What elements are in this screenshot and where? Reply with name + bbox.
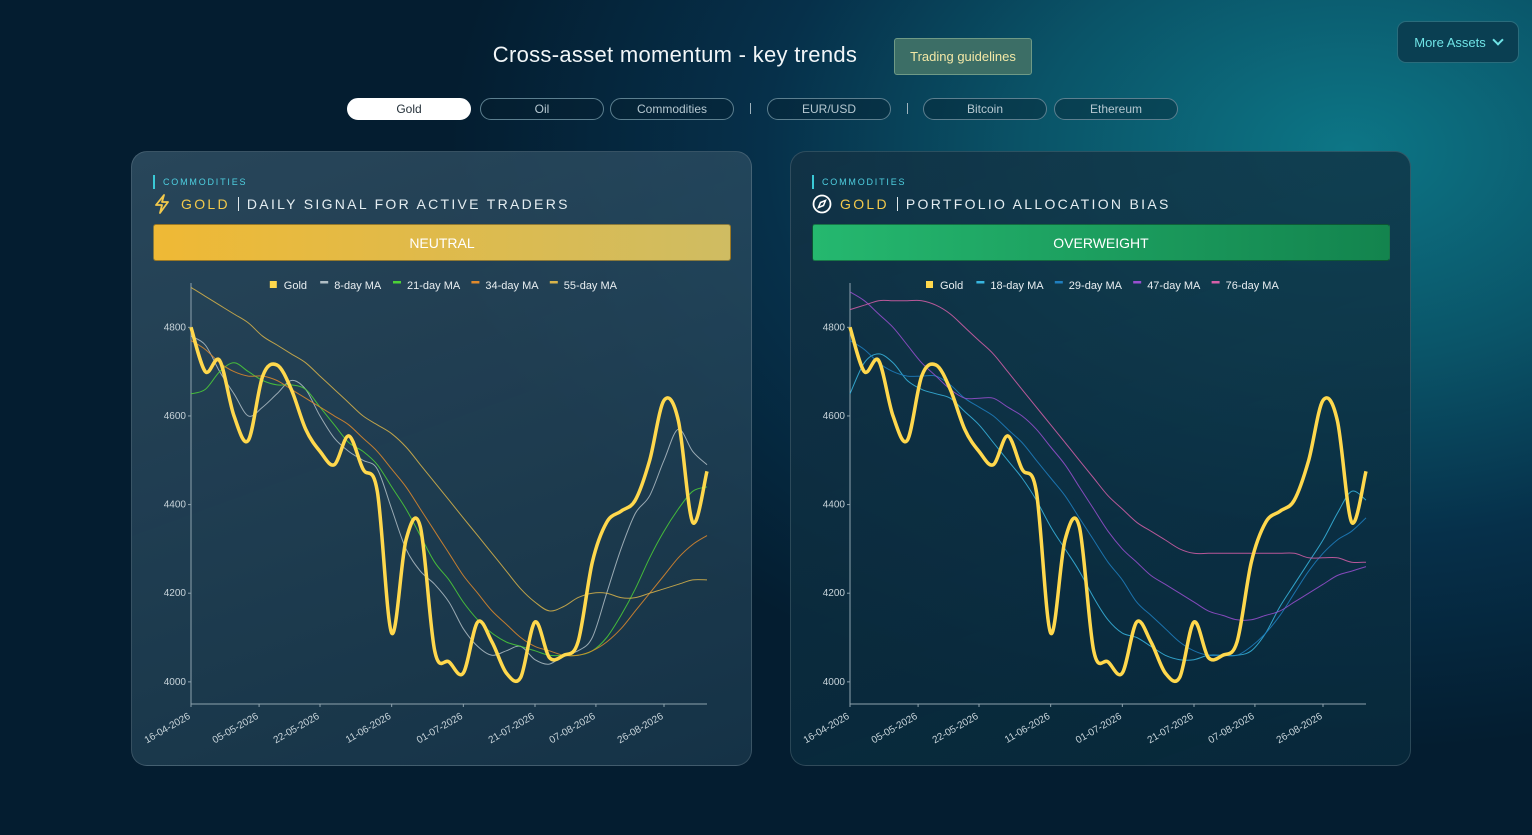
legend-label: 21-day MA	[407, 280, 461, 292]
y-tick-label: 4600	[823, 411, 846, 422]
chart: 4000 4200 4400 4600 4800 16-04-2026 05-05-2026…	[802, 280, 1368, 746]
legend-swatch	[1133, 281, 1142, 284]
legend-swatch	[320, 281, 329, 284]
asset-name: GOLD	[840, 196, 889, 212]
ma-line	[849, 340, 1367, 657]
heading-text: DAILY SIGNAL FOR ACTIVE TRADERS	[246, 196, 570, 212]
chart: 4000 4200 4400 4600 4800 16-04-2026 05-05-2026…	[143, 280, 709, 746]
legend-label: 55-day MA	[564, 280, 618, 292]
more-assets-label: More Assets	[1414, 34, 1486, 50]
x-tick-label: 01-07-2026	[415, 711, 465, 746]
legend-label: 76-day MA	[1226, 280, 1280, 292]
legend-label: Gold	[940, 280, 963, 292]
y-tick-label: 4200	[823, 588, 846, 599]
x-tick-label: 07-08-2026	[1207, 711, 1257, 746]
legend-label: 34-day MA	[485, 280, 539, 292]
x-tick-label: 01-07-2026	[1074, 711, 1124, 746]
signal-bar: OVERWEIGHT	[812, 224, 1390, 261]
price-line	[189, 326, 709, 684]
ma-line	[849, 353, 1367, 661]
ma-line	[190, 340, 708, 657]
panel-heading: GOLD DAILY SIGNAL FOR ACTIVE TRADERS	[153, 194, 570, 214]
legend-label: Gold	[284, 280, 307, 292]
x-tick-label: 16-04-2026	[143, 711, 193, 746]
x-tick-label: 26-08-2026	[616, 711, 666, 746]
x-tick-label: 07-08-2026	[548, 711, 598, 746]
panel-heading: GOLD PORTFOLIO ALLOCATION BIAS	[812, 194, 1171, 214]
y-tick-label: 4200	[164, 588, 187, 599]
heading-icon	[812, 194, 832, 214]
x-tick-label: 16-04-2026	[802, 711, 852, 746]
legend-swatch	[1054, 281, 1063, 284]
x-tick-label: 22-05-2026	[272, 711, 322, 746]
y-tick-label: 4400	[823, 500, 846, 511]
y-tick-label: 4000	[164, 677, 187, 688]
ma-line	[849, 291, 1367, 621]
tab[interactable]: Ethereum	[1054, 98, 1178, 120]
y-tick-label: 4000	[823, 677, 846, 688]
x-tick-label: 05-05-2026	[211, 711, 261, 746]
page-title: Cross-asset momentum - key trends	[492, 42, 858, 67]
ma-line	[849, 299, 1367, 564]
panel: COMMODITIES GOLD PORTFOLIO ALLOCATION BIAS…	[790, 151, 1411, 766]
category-label: COMMODITIES	[812, 175, 906, 189]
legend-label: 29-day MA	[1069, 280, 1123, 292]
x-tick-label: 05-05-2026	[870, 711, 920, 746]
y-tick-label: 4400	[164, 500, 187, 511]
y-tick-label: 4600	[164, 411, 187, 422]
legend-swatch	[471, 281, 480, 284]
legend-swatch	[1211, 281, 1220, 284]
y-tick-label: 4800	[823, 322, 846, 333]
tab[interactable]: Commodities	[610, 98, 734, 120]
legend-label: 18-day MA	[990, 280, 1044, 292]
heading-text: PORTFOLIO ALLOCATION BIAS	[905, 196, 1171, 212]
legend-label: 8-day MA	[334, 280, 382, 292]
heading-icon	[155, 194, 169, 214]
heading-separator	[896, 197, 898, 211]
ma-line	[190, 362, 708, 657]
more-assets-button[interactable]: More Assets	[1397, 21, 1519, 63]
guidelines-button[interactable]: Trading guidelines	[894, 38, 1032, 75]
x-tick-label: 11-06-2026	[344, 711, 394, 746]
x-tick-label: 26-08-2026	[1275, 711, 1325, 746]
x-tick-label: 22-05-2026	[931, 711, 981, 746]
tab[interactable]: Gold	[347, 98, 471, 120]
heading-separator	[237, 197, 239, 211]
legend-swatch	[926, 281, 933, 288]
asset-name: GOLD	[181, 196, 230, 212]
chevron-icon	[1492, 34, 1504, 46]
tab-separator	[750, 103, 751, 114]
y-tick-label: 4800	[164, 322, 187, 333]
tab[interactable]: Bitcoin	[923, 98, 1047, 120]
legend-swatch	[393, 281, 401, 284]
tab-separator	[907, 103, 908, 114]
legend-swatch	[549, 281, 558, 284]
x-tick-label: 11-06-2026	[1003, 711, 1053, 746]
x-tick-label: 21-07-2026	[1146, 711, 1196, 746]
legend-swatch	[976, 281, 985, 284]
category-label: COMMODITIES	[153, 175, 247, 189]
legend-label: 47-day MA	[1147, 280, 1201, 292]
price-line	[848, 326, 1368, 684]
tab[interactable]: EUR/USD	[767, 98, 891, 120]
legend-swatch	[269, 281, 277, 288]
tab[interactable]: Oil	[480, 98, 604, 120]
ma-line	[190, 335, 708, 665]
signal-bar: NEUTRAL	[153, 224, 731, 261]
ma-line	[190, 286, 708, 612]
x-tick-label: 21-07-2026	[487, 711, 537, 746]
panel: COMMODITIES GOLD DAILY SIGNAL FOR ACTIVE T…	[131, 151, 752, 766]
